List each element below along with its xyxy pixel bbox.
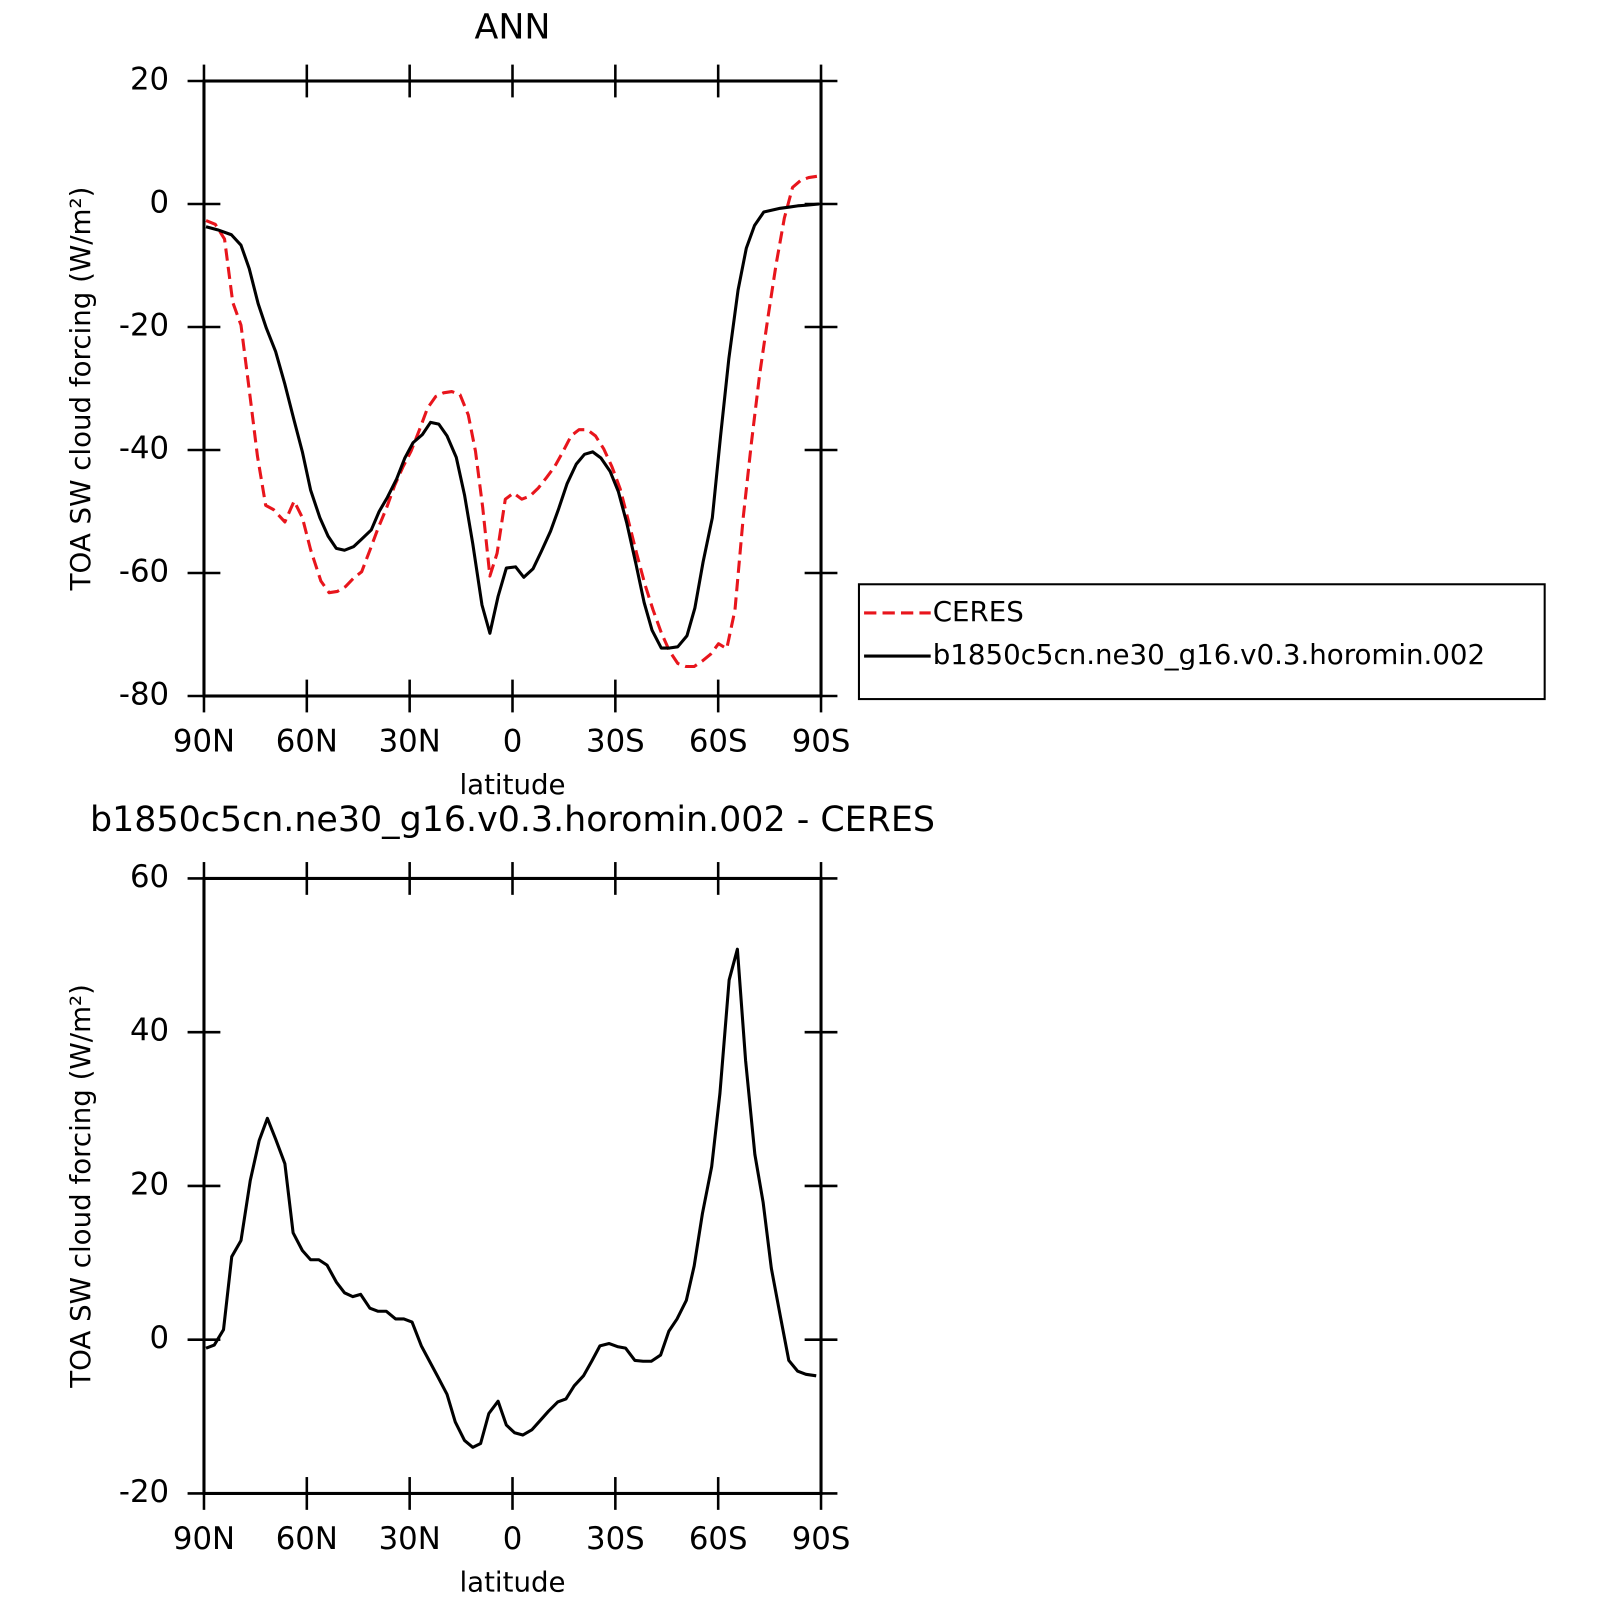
x-tick-label: 90S bbox=[792, 724, 851, 760]
x-tick-label: 30S bbox=[586, 1521, 645, 1557]
y-axis-label: TOA SW cloud forcing (W/m²) bbox=[64, 187, 97, 592]
data-line bbox=[205, 202, 820, 650]
x-tick-label: 90N bbox=[173, 1521, 235, 1557]
x-tick-label: 90S bbox=[792, 1521, 851, 1557]
x-tick-label: 30S bbox=[586, 724, 645, 760]
data-line bbox=[205, 947, 817, 1449]
y-tick-label: 60 bbox=[130, 859, 169, 895]
legend-label: CERES bbox=[933, 595, 1024, 628]
y-tick-label: -40 bbox=[119, 430, 169, 466]
x-tick-label: 60S bbox=[689, 724, 748, 760]
legend-box bbox=[857, 583, 1546, 701]
y-tick-label: 20 bbox=[130, 62, 169, 98]
x-tick-label: 0 bbox=[503, 724, 523, 760]
y-tick-label: 0 bbox=[150, 184, 170, 220]
y-tick-label: 20 bbox=[130, 1166, 169, 1202]
x-tick-label: 0 bbox=[503, 1521, 523, 1557]
y-tick-label: -60 bbox=[119, 554, 169, 590]
plot-frame bbox=[202, 876, 823, 1495]
x-tick-label: 30N bbox=[379, 1521, 441, 1557]
x-tick-label: 60N bbox=[276, 724, 338, 760]
y-tick-label: 40 bbox=[130, 1013, 169, 1049]
x-tick-label: 60S bbox=[689, 1521, 748, 1557]
legend-label: b1850c5cn.ne30_g16.v0.3.horomin.002 bbox=[933, 638, 1485, 671]
y-tick-label: -80 bbox=[119, 677, 169, 713]
y-tick-label: -20 bbox=[119, 308, 169, 344]
y-axis-label: TOA SW cloud forcing (W/m²) bbox=[64, 984, 97, 1389]
y-tick-label: 0 bbox=[150, 1320, 170, 1356]
data-line bbox=[205, 174, 818, 669]
x-tick-label: 30N bbox=[379, 724, 441, 760]
chart-title: b1850c5cn.ne30_g16.v0.3.horomin.002 - CE… bbox=[90, 800, 935, 840]
chart-title: ANN bbox=[475, 8, 551, 48]
y-tick-label: -20 bbox=[119, 1474, 169, 1510]
plot-frame bbox=[202, 79, 823, 698]
x-tick-label: 60N bbox=[276, 1521, 338, 1557]
x-tick-label: 90N bbox=[173, 724, 235, 760]
x-axis-label: latitude bbox=[459, 768, 565, 801]
x-axis-label: latitude bbox=[459, 1566, 565, 1597]
